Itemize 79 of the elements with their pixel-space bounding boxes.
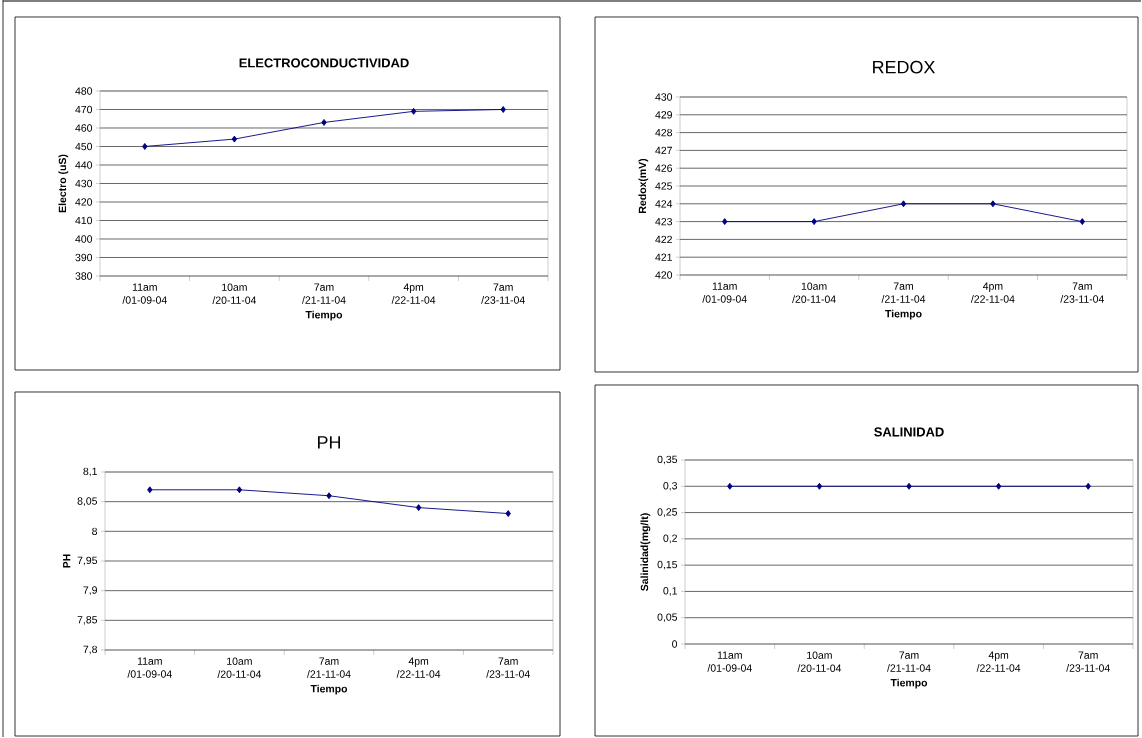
point — [326, 492, 332, 500]
y-tick-label: 0,3 — [663, 481, 678, 491]
y-tick-label: 460 — [75, 124, 93, 132]
y-tick-label: 420 — [75, 198, 93, 206]
y-axis-title: Redox(mV) — [638, 158, 649, 213]
y-tick-label: 400 — [75, 235, 93, 243]
y-tick-label: 420 — [655, 271, 673, 279]
y-tick-label: 450 — [75, 142, 93, 151]
y-tick-label: 0,35 — [657, 455, 678, 465]
y-tick-label: 7,85 — [77, 616, 98, 625]
x-tick-label: 11am /01-09-04 — [702, 282, 747, 303]
point — [147, 486, 153, 494]
x-tick-label: 4pm /22-11-04 — [391, 283, 436, 304]
y-tick-label: 440 — [75, 161, 93, 169]
y-tick-label: 8,1 — [83, 467, 97, 477]
y-tick-label: 424 — [655, 200, 673, 208]
point — [236, 486, 243, 494]
x-tick-label: 7am /21-11-04 — [307, 657, 351, 678]
y-tick-label: 380 — [75, 272, 93, 280]
y-tick-label: 429 — [655, 111, 672, 119]
x-tick-label: 10am /20-11-04 — [792, 282, 836, 303]
point — [505, 510, 511, 517]
y-tick-label: 8 — [92, 527, 98, 536]
y-tick-label: 425 — [655, 182, 673, 190]
y-axis-title: Electro (uS) — [58, 154, 69, 213]
y-tick-label: 7,95 — [77, 556, 98, 566]
x-tick-label: 10am /20-11-04 — [212, 283, 257, 304]
x-tick-label: 7am /23-11-04 — [1066, 651, 1110, 672]
y-axis-title: PH — [63, 554, 71, 568]
x-tick-label: 4pm /22-11-04 — [976, 651, 1021, 672]
x-tick-label: 7am /21-11-04 — [302, 283, 346, 304]
x-tick-label: 10am /20-11-04 — [217, 657, 262, 678]
point — [321, 118, 327, 126]
x-tick-label: 4pm /22-11-04 — [970, 282, 1015, 303]
y-tick-label: 8,05 — [77, 497, 98, 506]
x-axis-title: Tiempo — [310, 684, 348, 695]
y-tick-label: 0,05 — [657, 613, 678, 623]
chart-title: ELECTROCONDUCTIVIDAD — [239, 58, 409, 68]
point — [231, 135, 238, 143]
x-tick-label: 7am /21-11-04 — [881, 282, 926, 303]
x-tick-label: 10am /20-11-04 — [797, 651, 842, 672]
x-axis-title: Tiempo — [885, 309, 922, 320]
y-tick-label: 428 — [655, 128, 673, 137]
y-axis-title: Salinidad(mg/lt) — [640, 513, 651, 591]
y-tick-label: 0,1 — [663, 587, 677, 596]
y-tick-label: 421 — [655, 253, 672, 261]
point — [500, 106, 506, 113]
x-tick-label: 11am /01-09-04 — [127, 657, 172, 678]
x-axis-title: Tiempo — [890, 678, 928, 689]
y-tick-label: 0,15 — [657, 560, 678, 570]
point — [142, 143, 148, 150]
x-tick-label: 4pm /22-11-04 — [396, 657, 441, 678]
y-tick-label: 390 — [75, 253, 93, 262]
y-tick-label: 480 — [75, 87, 93, 95]
y-tick-label: 0,2 — [663, 534, 677, 544]
chart-title: PH — [318, 436, 340, 449]
point — [415, 504, 422, 512]
y-tick-label: 430 — [75, 179, 93, 188]
point — [410, 107, 417, 115]
x-tick-label: 11am /01-09-04 — [707, 651, 752, 672]
x-tick-label: 7am /23-11-04 — [481, 283, 525, 304]
x-tick-label: 7am /21-11-04 — [887, 651, 931, 672]
x-tick-label: 7am /23-11-04 — [486, 657, 530, 678]
x-tick-label: 11am /01-09-04 — [122, 283, 167, 304]
y-tick-label: 426 — [655, 164, 673, 172]
y-tick-label: 427 — [655, 146, 672, 155]
x-axis-title: Tiempo — [305, 310, 343, 321]
y-tick-label: 422 — [655, 235, 672, 244]
y-tick-label: 0,25 — [657, 508, 678, 517]
y-tick-label: 470 — [75, 105, 93, 114]
y-tick-label: 7,8 — [83, 645, 98, 655]
chart-title: REDOX — [873, 60, 936, 74]
chart-title: SALINIDAD — [874, 427, 944, 437]
y-tick-label: 430 — [655, 93, 673, 101]
x-tick-label: 7am /23-11-04 — [1060, 282, 1104, 303]
y-tick-label: 7,9 — [83, 586, 97, 595]
y-tick-label: 0 — [672, 640, 678, 648]
y-tick-label: 423 — [655, 217, 673, 226]
y-tick-label: 410 — [75, 216, 93, 225]
